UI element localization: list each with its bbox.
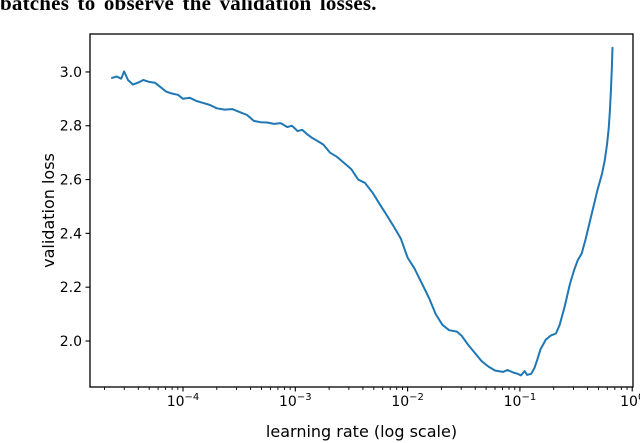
- y-axis: 2.0 2.2 2.4 2.6 2.8 3.0: [60, 65, 90, 350]
- plot-border: [89, 33, 634, 388]
- y-tick-label: 2.4: [60, 226, 82, 242]
- loss-curve: [110, 46, 614, 377]
- x-tick-label: 10−2: [391, 392, 424, 410]
- caption-text: batches to observe the validation losses…: [0, 0, 377, 15]
- caption-text-cropped: batches to observe the validation losses…: [0, 0, 640, 15]
- y-tick-label: 2.8: [60, 119, 82, 135]
- y-axis-label: validation loss: [39, 153, 58, 268]
- x-tick-label: 10−3: [279, 392, 312, 410]
- x-axis-label: learning rate (log scale): [266, 422, 457, 441]
- x-tick-label: 10−1: [504, 392, 537, 410]
- x-tick-label: 10−4: [167, 392, 200, 410]
- x-axis: 10−4 10−3 10−2 10−1 100: [104, 387, 640, 410]
- y-tick-label: 3.0: [60, 65, 82, 81]
- x-tick-label: 100: [620, 392, 640, 410]
- y-tick-label: 2.6: [60, 173, 82, 189]
- y-tick-label: 2.2: [60, 280, 82, 296]
- y-tick-label: 2.0: [60, 334, 82, 350]
